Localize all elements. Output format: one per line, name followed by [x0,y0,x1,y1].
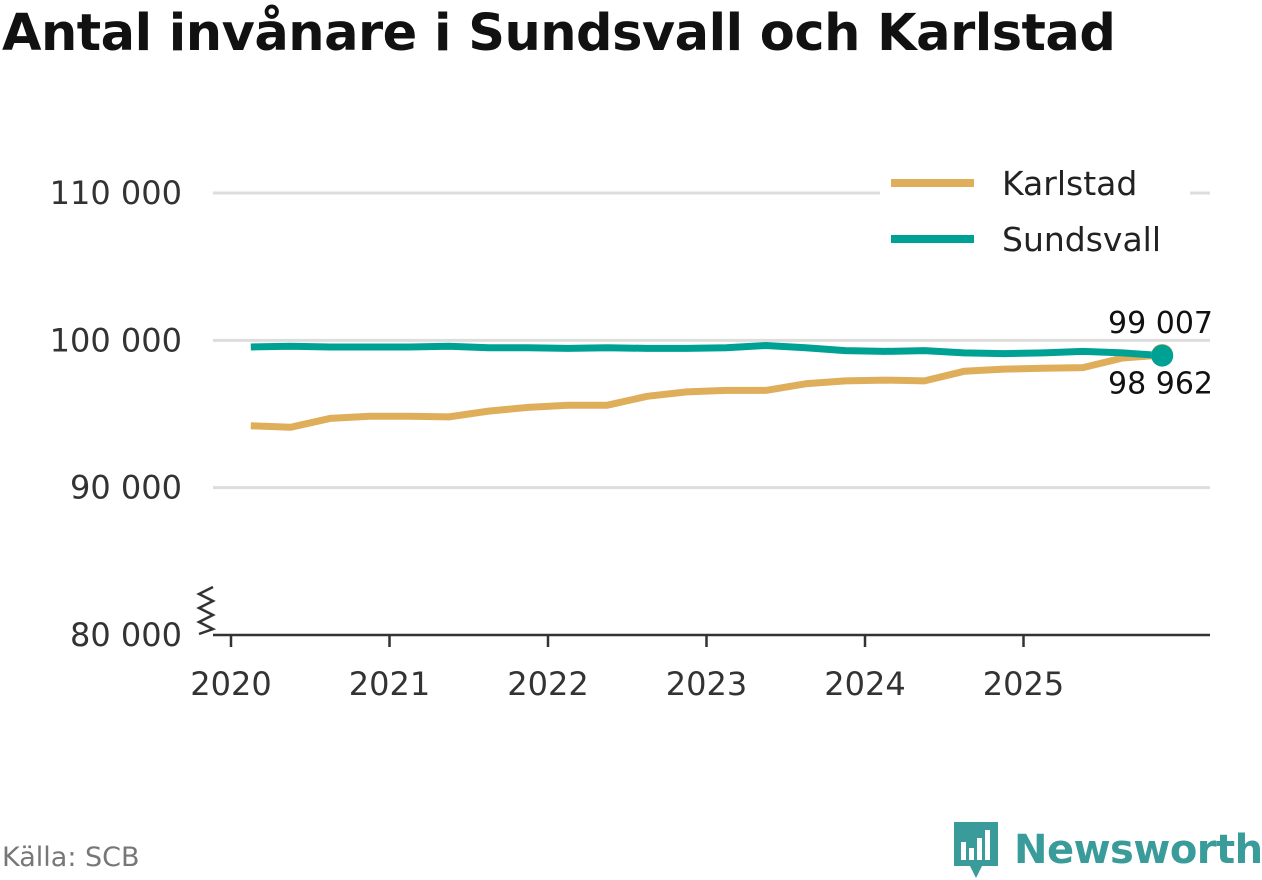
newsworthy-logo-icon [954,822,998,878]
y-tick-label: 110 000 [50,174,182,212]
legend-background [880,160,1190,270]
x-tick-label: 2024 [824,665,905,703]
x-tick-label: 2020 [190,665,271,703]
end-point-sundsvall [1151,344,1174,367]
x-tick-label: 2021 [349,665,430,703]
x-tick-label: 2025 [983,665,1064,703]
source-label: Källa: SCB [2,842,140,873]
brand-name: Newsworthy [1014,827,1262,873]
chart-title: Antal invånare i Sundsvall och Karlstad [2,4,1116,63]
y-tick-label: 80 000 [70,616,182,654]
legend-label-sundsvall: Sundsvall [1002,220,1161,259]
y-axis-break-icon [196,585,217,636]
y-tick-label: 90 000 [70,469,182,507]
series-line-sundsvall [250,342,1163,360]
value-label-karlstad: 99 007 [1108,306,1213,341]
series-line-karlstad [250,351,1163,431]
x-tick-label: 2023 [666,665,747,703]
legend-label-karlstad: Karlstad [1002,164,1137,203]
x-tick-label: 2022 [507,665,588,703]
y-tick-label: 100 000 [50,321,182,359]
value-label-halo: 98 962 [1108,367,1213,402]
value-label-halo: 99 007 [1108,306,1213,341]
brand-logo[interactable]: Newsworthy [952,820,1262,880]
value-label-sundsvall: 98 962 [1108,367,1213,402]
